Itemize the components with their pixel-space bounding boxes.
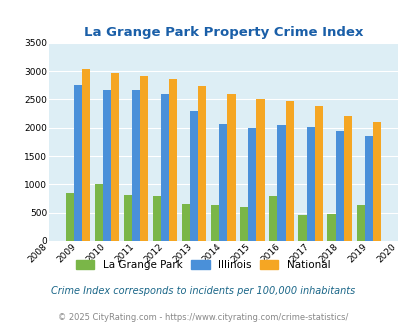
Bar [140,76,148,241]
Bar [356,205,364,241]
Bar [364,136,372,241]
Bar [327,214,335,241]
Bar [198,86,206,241]
Bar [256,99,264,241]
Bar [132,90,140,241]
Bar [169,79,177,241]
Bar [124,194,132,241]
Bar [74,85,82,241]
Text: © 2025 CityRating.com - https://www.cityrating.com/crime-statistics/: © 2025 CityRating.com - https://www.city… [58,313,347,322]
Bar [190,111,198,241]
Bar [181,204,190,241]
Bar [94,184,102,241]
Bar [335,131,343,241]
Bar [269,196,277,241]
Bar [161,94,169,241]
Bar [219,124,227,241]
Bar [211,205,219,241]
Text: Crime Index corresponds to incidents per 100,000 inhabitants: Crime Index corresponds to incidents per… [51,286,354,296]
Bar [82,69,90,241]
Bar [240,207,248,241]
Bar [314,106,322,241]
Bar [285,101,293,241]
Bar [153,196,161,241]
Bar [343,116,351,241]
Bar [306,127,314,241]
Title: La Grange Park Property Crime Index: La Grange Park Property Crime Index [83,26,362,39]
Bar [372,121,380,241]
Bar [248,128,256,241]
Bar [298,215,306,241]
Bar [102,90,111,241]
Bar [277,125,285,241]
Bar [111,74,119,241]
Bar [227,94,235,241]
Bar [66,193,74,241]
Legend: La Grange Park, Illinois, National: La Grange Park, Illinois, National [71,256,334,275]
